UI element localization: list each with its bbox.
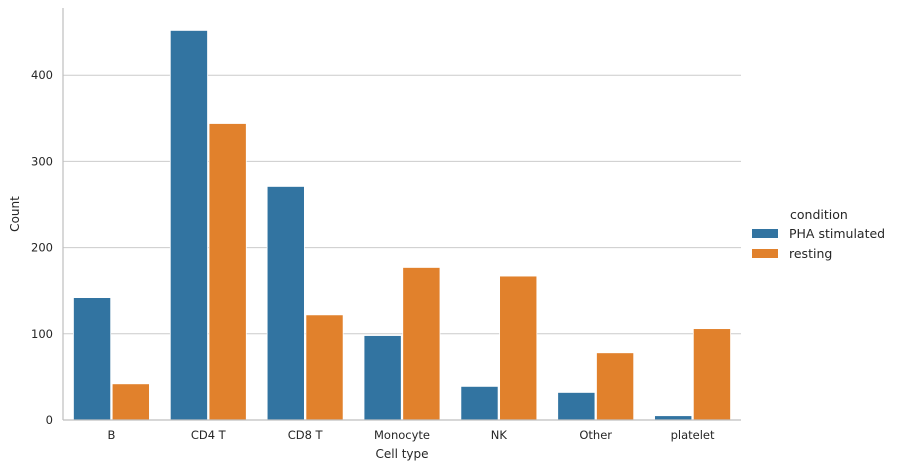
- x-tick-label: Other: [579, 428, 612, 442]
- bar: [557, 392, 596, 421]
- bar: [402, 267, 441, 421]
- bar: [208, 123, 247, 421]
- legend-swatch: [752, 249, 778, 258]
- x-tick-label: platelet: [671, 428, 715, 442]
- x-tick-label: NK: [491, 428, 508, 442]
- x-tick-label: CD8 T: [288, 428, 324, 442]
- y-tick-label: 100: [31, 327, 53, 341]
- y-ticks: 0 100 200 300 400: [31, 68, 53, 427]
- bar: [111, 383, 150, 421]
- bar: [460, 385, 499, 421]
- bar: [169, 30, 208, 421]
- bar: [363, 335, 402, 421]
- y-axis-title: Count: [8, 196, 22, 232]
- bar: [499, 275, 538, 421]
- legend-label: resting: [789, 246, 832, 261]
- x-ticks: B CD4 T CD8 T Monocyte NK Other platelet: [107, 428, 715, 442]
- y-tick-label: 0: [46, 413, 53, 427]
- bar: [692, 328, 731, 421]
- gridlines: [63, 74, 741, 335]
- x-tick-label: Monocyte: [374, 428, 430, 442]
- x-tick-label: CD4 T: [191, 428, 227, 442]
- legend-title: condition: [790, 207, 848, 222]
- bar: [73, 297, 112, 421]
- y-tick-label: 400: [31, 68, 53, 82]
- x-axis-title: Cell type: [375, 447, 428, 461]
- bar: [305, 314, 344, 421]
- bar: [654, 415, 693, 421]
- bar: [266, 186, 305, 421]
- legend-swatch: [752, 229, 778, 238]
- legend: condition PHA stimulated resting: [752, 207, 885, 261]
- bars: [73, 30, 731, 421]
- y-tick-label: 300: [31, 154, 53, 168]
- x-tick-label: B: [107, 428, 115, 442]
- bar: [596, 352, 635, 421]
- y-tick-label: 200: [31, 241, 53, 255]
- legend-label: PHA stimulated: [789, 226, 885, 241]
